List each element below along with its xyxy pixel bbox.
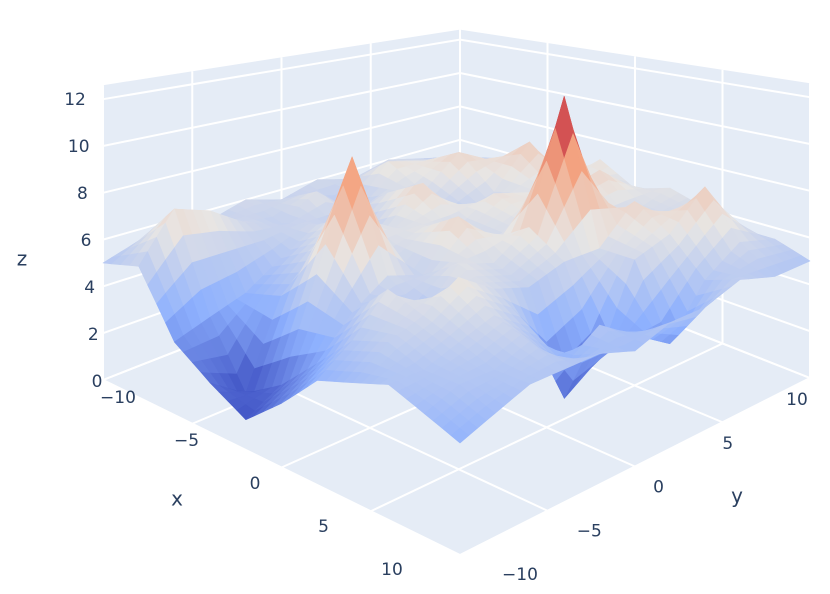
- z-tick-label: 12: [64, 90, 86, 110]
- x-tick-label: 10: [381, 560, 403, 580]
- x-tick-label: 0: [250, 474, 261, 494]
- z-tick-label: 10: [68, 137, 90, 157]
- z-tick-label: 6: [81, 231, 92, 251]
- grid-line: [102, 105, 461, 194]
- y-axis-title: y: [731, 484, 743, 508]
- x-tick-label: −10: [100, 388, 136, 408]
- grid-line: [102, 72, 461, 147]
- y-tick-label: −10: [502, 565, 538, 585]
- grid-line: [459, 72, 811, 145]
- grid-line: [459, 105, 811, 192]
- y-tick-label: 5: [722, 434, 733, 454]
- x-tick-label: 5: [318, 517, 329, 537]
- grid-line: [102, 379, 461, 556]
- z-tick-label: 4: [84, 278, 95, 298]
- z-axis-title: z: [17, 247, 28, 271]
- surface: [102, 96, 811, 444]
- y-tick-label: −5: [577, 521, 602, 541]
- y-tick-label: 10: [786, 390, 808, 410]
- x-tick-label: −5: [174, 431, 199, 451]
- axis-labels: z x y −10 −5 0 5 10 −10 −5 0 5 10 0 2 4 6 8 10 12: [17, 90, 808, 585]
- grid-line: [459, 38, 811, 99]
- grid-line: [102, 38, 461, 101]
- z-tick-label: 8: [77, 184, 88, 204]
- z-tick-label: 0: [92, 372, 103, 392]
- z-tick-label: 2: [88, 325, 99, 345]
- surface-patch: [450, 427, 470, 444]
- x-axis-title: x: [171, 487, 183, 511]
- y-tick-label: 0: [653, 478, 664, 498]
